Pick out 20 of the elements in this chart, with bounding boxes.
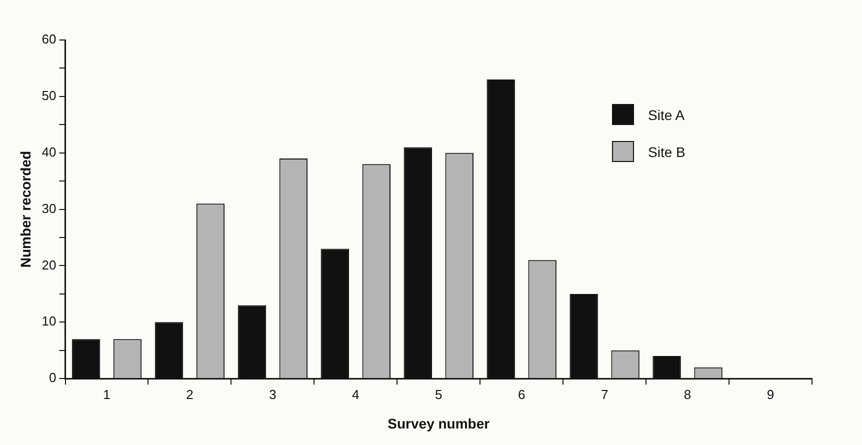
y-tick-label: 10 <box>42 314 56 329</box>
legend-label: Site B <box>648 144 686 160</box>
x-tick-label: 7 <box>600 386 608 402</box>
x-tick-label: 6 <box>518 386 526 402</box>
y-axis-title: Number recorded <box>17 150 34 268</box>
x-tick-label: 8 <box>684 386 692 402</box>
y-tick-label: 30 <box>42 200 56 216</box>
x-tick-label: 1 <box>103 386 110 402</box>
x-tick-label: 2 <box>186 386 194 402</box>
x-tick-label: 3 <box>269 386 276 402</box>
legend-label: Site A <box>648 106 685 122</box>
x-tick-label: 5 <box>435 386 442 402</box>
y-tick-label: 40 <box>42 144 56 160</box>
x-axis-title: Survey number <box>388 415 490 432</box>
y-tick-label: 20 <box>42 257 56 272</box>
x-tick-label: 9 <box>766 386 774 402</box>
x-tick-label: 4 <box>352 386 360 402</box>
y-tick-label: 50 <box>42 88 56 104</box>
y-tick-label: 60 <box>42 32 56 47</box>
y-tick-label: 0 <box>49 370 56 386</box>
